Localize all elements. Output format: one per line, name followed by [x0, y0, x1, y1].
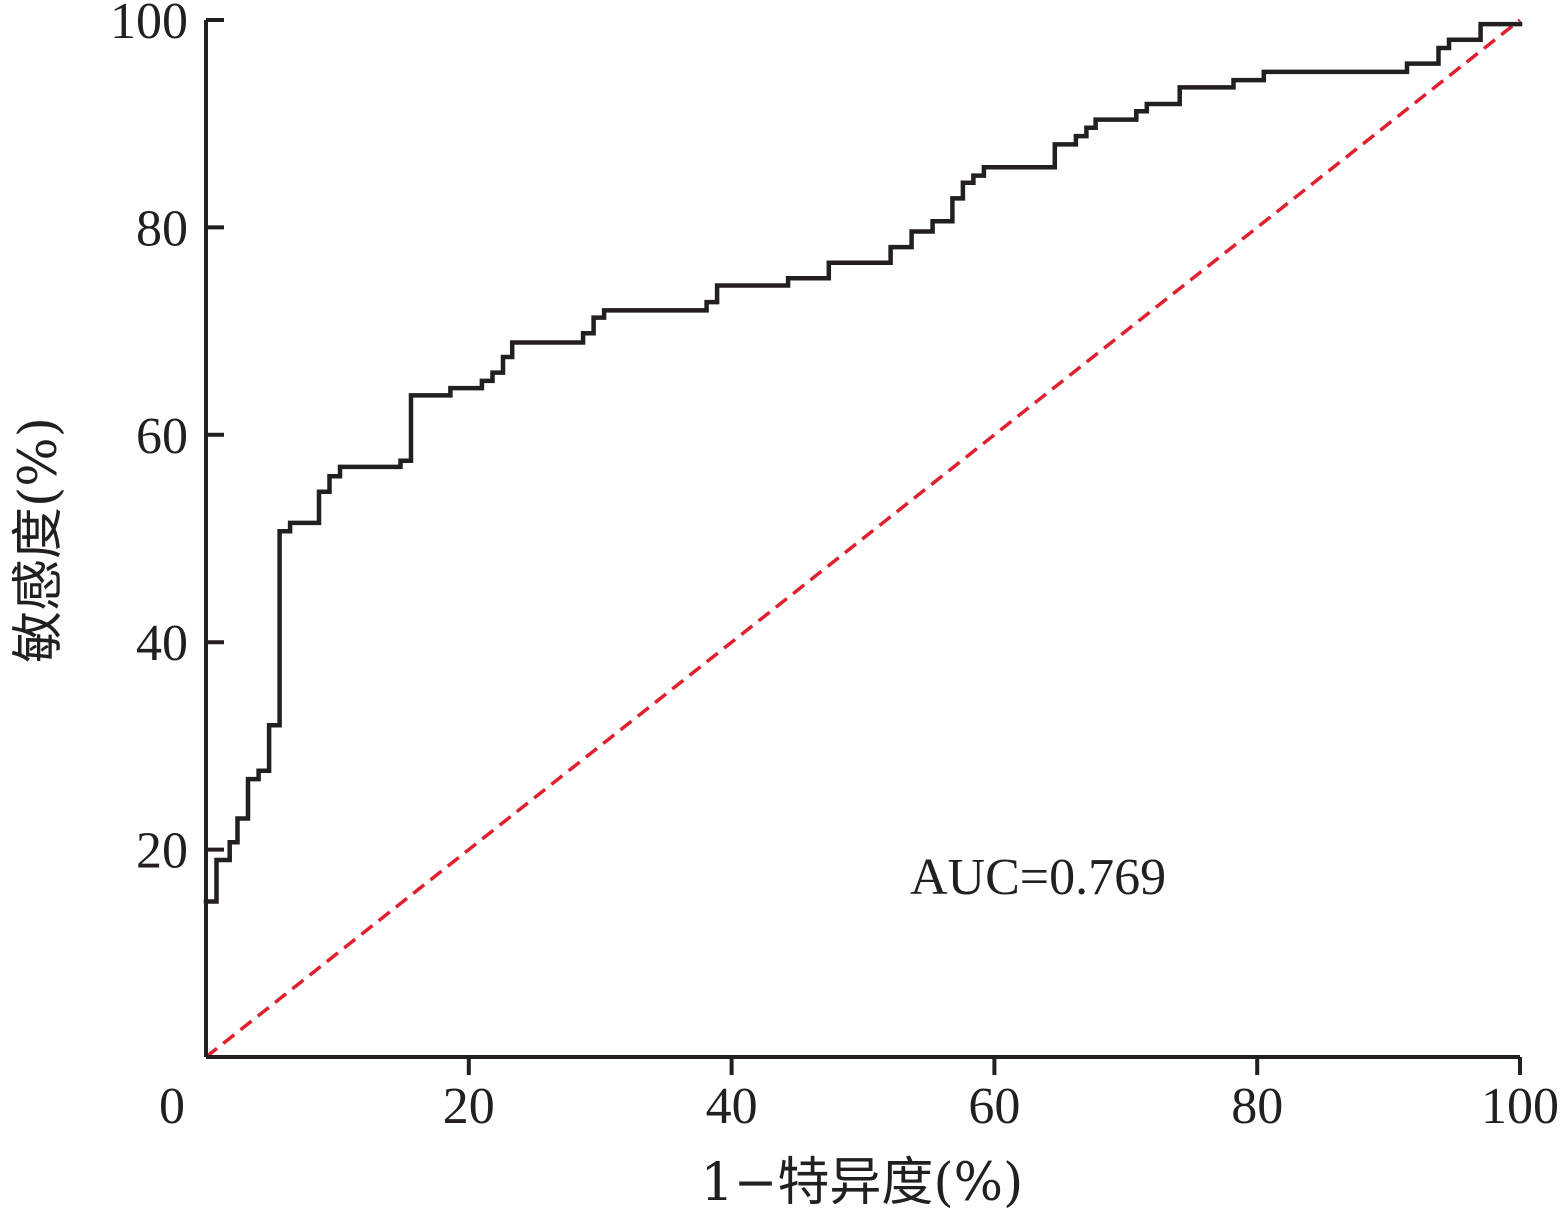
y-tick-label: 100 — [110, 0, 188, 50]
reference-diagonal-line — [204, 18, 1522, 1059]
x-tick-label: 40 — [706, 1078, 758, 1135]
x-tick-label: 0 — [159, 1078, 185, 1135]
axes-layer — [204, 18, 1522, 1075]
y-axis-title: 敏感度(%) — [9, 417, 69, 663]
y-tick-label: 40 — [136, 615, 188, 672]
y-tick-label: 20 — [136, 823, 188, 880]
tick-labels-layer: 0 20 40 60 80 100 20 40 60 80 100 — [110, 0, 1559, 1135]
x-axis-title: 1−特异度(%) — [701, 1153, 1024, 1213]
auc-annotation: AUC=0.769 — [910, 849, 1166, 906]
y-tick-label: 60 — [136, 408, 188, 465]
y-tick-label: 80 — [136, 200, 188, 257]
reference-line-layer — [204, 18, 1522, 1059]
x-tick-label: 60 — [968, 1078, 1020, 1135]
x-tick-label: 20 — [443, 1078, 495, 1135]
roc-curve-layer — [203, 21, 1523, 904]
x-tick-label: 100 — [1481, 1078, 1559, 1135]
x-tick-label: 80 — [1231, 1078, 1283, 1135]
roc-curve-line — [203, 21, 1523, 904]
